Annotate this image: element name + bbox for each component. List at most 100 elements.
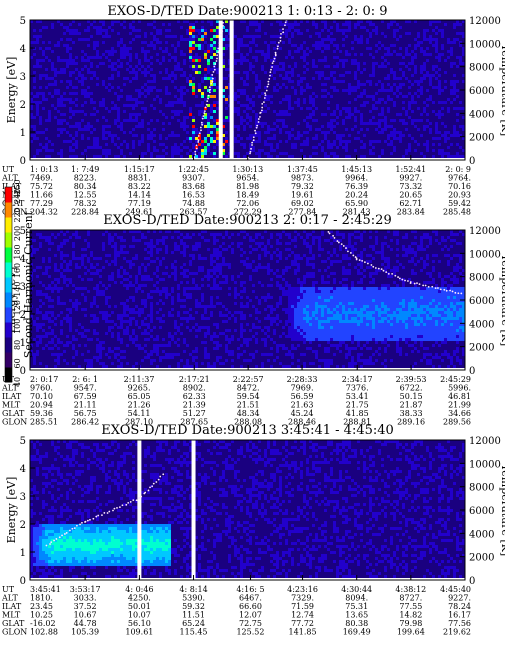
heatmap-cell	[135, 59, 138, 62]
heatmap-cell	[312, 128, 315, 131]
heatmap-cell	[258, 38, 261, 41]
heatmap-cell	[51, 140, 54, 143]
heatmap-cell	[99, 116, 102, 119]
heatmap-cell	[192, 56, 195, 59]
heatmap-cell	[57, 20, 60, 23]
heatmap-cell	[132, 110, 135, 113]
heatmap-cell	[318, 50, 321, 53]
heatmap-cell	[261, 77, 264, 80]
heatmap-cell	[126, 140, 129, 143]
heatmap-cell	[96, 62, 99, 65]
heatmap-cell	[147, 101, 150, 104]
heatmap-cell	[120, 134, 123, 137]
heatmap-cell	[342, 104, 345, 107]
heatmap-cell	[261, 125, 264, 128]
heatmap-cell	[351, 26, 354, 29]
heatmap-cell	[51, 149, 54, 152]
heatmap-cell	[177, 110, 180, 113]
heatmap-cell	[189, 119, 192, 122]
heatmap-cell	[102, 125, 105, 128]
heatmap-cell	[282, 26, 285, 29]
heatmap-cell	[222, 83, 225, 86]
heatmap-cell	[66, 56, 69, 59]
heatmap-cell	[282, 32, 285, 35]
heatmap-cell	[207, 113, 210, 116]
heatmap-cell	[72, 41, 75, 44]
heatmap-cell	[207, 119, 210, 122]
heatmap-cell	[264, 107, 267, 110]
heatmap-cell	[207, 104, 210, 107]
heatmap-cell	[213, 143, 216, 146]
heatmap-cell	[123, 29, 126, 32]
heatmap-cell	[237, 86, 240, 89]
heatmap-cell	[99, 110, 102, 113]
heatmap-cell	[111, 50, 114, 53]
heatmap-cell	[78, 149, 81, 152]
heatmap-cell	[123, 101, 126, 104]
heatmap-cell	[186, 50, 189, 53]
heatmap-cell	[249, 119, 252, 122]
heatmap-cell	[270, 137, 273, 140]
heatmap-cell	[288, 32, 291, 35]
heatmap-cell	[318, 137, 321, 140]
heatmap-cell	[165, 95, 168, 98]
heatmap-cell	[45, 80, 48, 83]
heatmap-cell	[123, 68, 126, 71]
heatmap-cell	[132, 116, 135, 119]
heatmap-cell	[234, 32, 237, 35]
heatmap-cell	[279, 98, 282, 101]
heatmap-cell	[51, 26, 54, 29]
heatmap-cell	[105, 80, 108, 83]
heatmap-cell	[150, 134, 153, 137]
heatmap-cell	[249, 107, 252, 110]
heatmap-cell	[45, 128, 48, 131]
heatmap-cell	[282, 116, 285, 119]
heatmap-cell	[147, 80, 150, 83]
heatmap-cell	[87, 110, 90, 113]
heatmap-cell	[243, 56, 246, 59]
heatmap-cell	[201, 101, 204, 104]
heatmap-cell	[159, 65, 162, 68]
heatmap-cell	[51, 110, 54, 113]
heatmap-cell	[162, 104, 165, 107]
heatmap-cell	[63, 83, 66, 86]
heatmap-cell	[336, 35, 339, 38]
heatmap-cell	[297, 92, 300, 95]
heatmap-cell	[30, 101, 33, 104]
heatmap-cell	[258, 131, 261, 134]
heatmap-cell	[159, 89, 162, 92]
heatmap-cell	[54, 68, 57, 71]
heatmap-cell	[348, 125, 351, 128]
heatmap-cell	[141, 68, 144, 71]
heatmap-cell	[252, 140, 255, 143]
heatmap-cell	[249, 29, 252, 32]
heatmap-cell	[255, 119, 258, 122]
heatmap-cell	[90, 104, 93, 107]
heatmap-cell	[114, 128, 117, 131]
heatmap-cell	[342, 71, 345, 74]
heatmap-cell	[213, 134, 216, 137]
heatmap-cell	[51, 92, 54, 95]
heatmap-cell	[345, 59, 348, 62]
heatmap-cell	[147, 50, 150, 53]
heatmap-cell	[153, 44, 156, 47]
heatmap-cell	[291, 23, 294, 26]
heatmap-cell	[150, 35, 153, 38]
heatmap-cell	[294, 146, 297, 149]
heatmap-cell	[285, 98, 288, 101]
heatmap-cell	[270, 143, 273, 146]
heatmap-cell	[132, 77, 135, 80]
heatmap-cell	[246, 23, 249, 26]
heatmap-cell	[321, 62, 324, 65]
heatmap-cell	[132, 20, 135, 23]
heatmap-cell	[156, 134, 159, 137]
heatmap-cell	[69, 20, 72, 23]
heatmap-cell	[327, 35, 330, 38]
heatmap-cell	[126, 65, 129, 68]
heatmap-cell	[129, 47, 132, 50]
heatmap-cell	[327, 134, 330, 137]
heatmap-cell	[213, 53, 216, 56]
heatmap-cell	[87, 62, 90, 65]
heatmap-cell	[36, 29, 39, 32]
heatmap-cell	[60, 140, 63, 143]
